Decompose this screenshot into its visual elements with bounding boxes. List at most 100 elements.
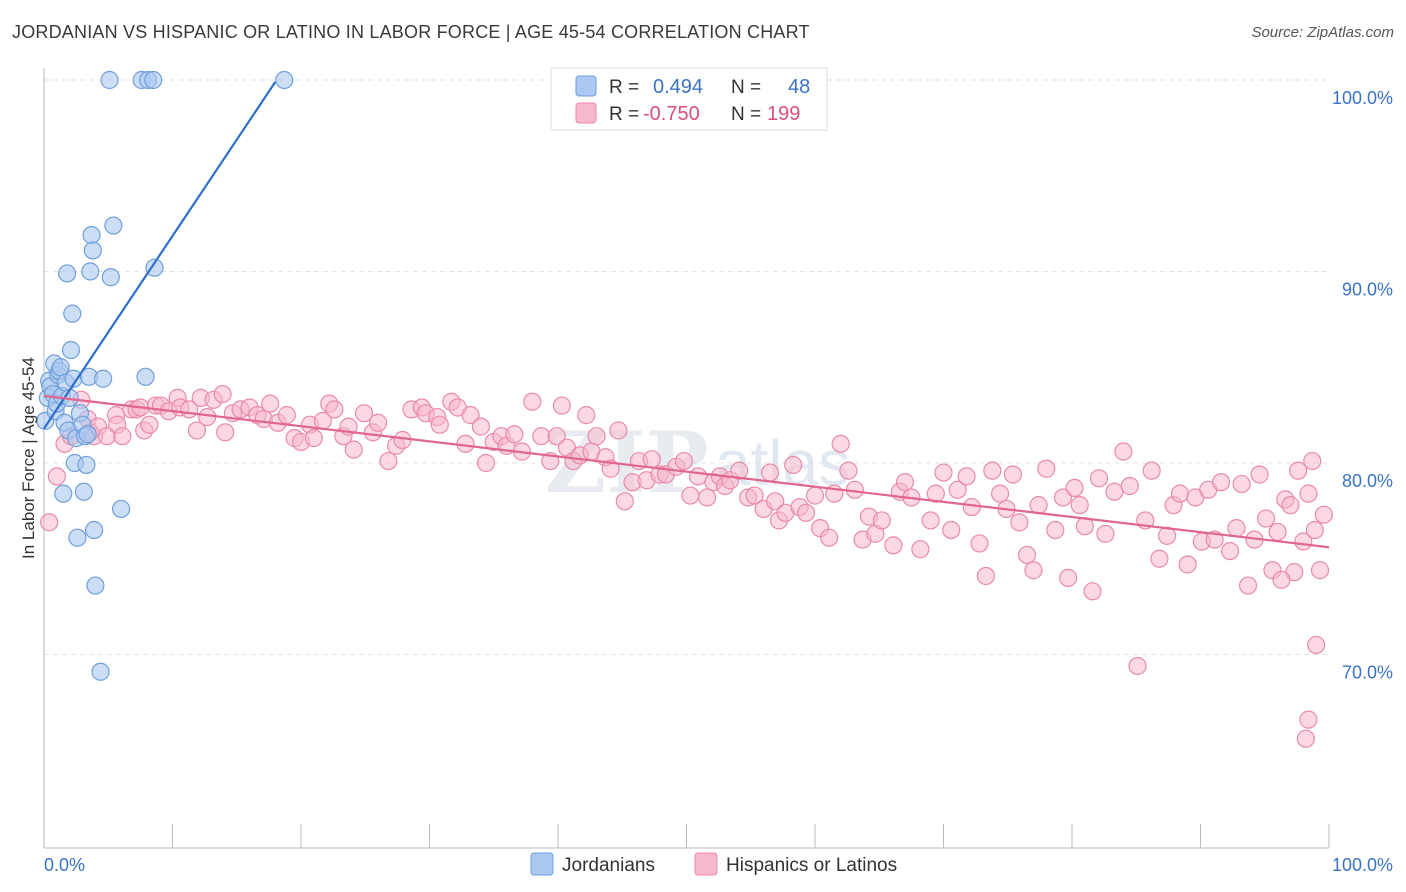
point-hispanics: [839, 461, 858, 480]
point-jordanians: [94, 369, 113, 388]
point-hispanics: [379, 451, 398, 471]
point-hispanics: [577, 406, 596, 425]
point-jordanians: [85, 520, 104, 540]
point-hispanics: [47, 467, 66, 486]
x-tick-labels: 0.0% 100.0%: [44, 855, 1393, 875]
point-hispanics: [1070, 496, 1089, 515]
point-hispanics: [1046, 520, 1065, 540]
chart-title: JORDANIAN VS HISPANIC OR LATINO IN LABOR…: [12, 22, 810, 42]
point-jordanians: [144, 70, 163, 90]
point-hispanics: [697, 488, 717, 507]
bottom-legend: Jordanians Hispanics or Latinos: [530, 852, 897, 876]
point-hispanics: [277, 406, 296, 425]
point-hispanics: [1170, 484, 1190, 503]
point-hispanics: [1120, 476, 1139, 496]
point-hispanics: [1268, 522, 1287, 542]
axes: [43, 68, 1330, 849]
point-hispanics: [1114, 442, 1133, 461]
point-jordanians: [78, 425, 97, 444]
point-jordanians: [77, 455, 96, 475]
point-hispanics: [1017, 545, 1037, 565]
point-hispanics: [1096, 524, 1115, 543]
point-hispanics: [1128, 656, 1147, 676]
point-hispanics: [831, 434, 850, 453]
point-hispanics: [942, 520, 961, 540]
point-jordanians: [136, 367, 155, 386]
point-hispanics: [261, 394, 280, 413]
point-hispanics: [547, 427, 566, 446]
point-hispanics: [587, 427, 606, 446]
point-hispanics: [962, 497, 981, 517]
point-hispanics: [1250, 465, 1269, 484]
point-hispanics: [1299, 484, 1318, 503]
point-hispanics: [609, 421, 628, 440]
point-hispanics: [642, 450, 661, 469]
point-hispanics: [911, 540, 930, 559]
point-hispanics: [1024, 561, 1043, 580]
series-hispanics-points: [40, 384, 1333, 748]
y-tick-label: 90.0%: [1342, 280, 1393, 300]
point-jordanians: [111, 499, 131, 519]
bottom-legend-swatch-hispanics: [694, 852, 718, 876]
point-hispanics: [681, 486, 700, 505]
point-hispanics: [430, 415, 449, 434]
point-hispanics: [1178, 555, 1197, 574]
point-jordanians: [82, 226, 101, 245]
point-hispanics: [304, 429, 323, 448]
point-hispanics: [760, 463, 780, 482]
point-jordanians: [61, 340, 81, 360]
y-axis-label: In Labor Force | Age 45-54: [19, 357, 38, 559]
source-label: Source: ZipAtlas.com: [1251, 24, 1394, 41]
point-hispanics: [884, 536, 903, 555]
point-hispanics: [505, 425, 524, 444]
point-hispanics: [476, 453, 496, 473]
point-hispanics: [926, 484, 945, 503]
trend-line-jordanians: [43, 81, 277, 430]
legend: R = 0.494 N = 48 R = -0.750 N = 199: [550, 67, 828, 131]
point-jordanians: [63, 304, 82, 323]
point-hispanics: [1303, 451, 1322, 471]
y-tick-labels: 70.0% 80.0% 90.0% 100.0%: [1332, 88, 1393, 683]
y-tick-label: 80.0%: [1342, 471, 1393, 491]
point-hispanics: [796, 503, 816, 522]
point-hispanics: [688, 467, 708, 486]
point-jordanians: [68, 528, 87, 547]
point-hispanics: [1220, 541, 1240, 561]
point-hispanics: [1059, 568, 1078, 588]
point-hispanics: [1310, 561, 1330, 580]
point-hispanics: [393, 430, 412, 450]
point-hispanics: [461, 406, 480, 425]
bottom-legend-swatch-jordanians: [530, 852, 554, 876]
point-hispanics: [140, 415, 159, 434]
point-hispanics: [872, 511, 891, 530]
point-jordanians: [100, 70, 119, 90]
point-hispanics: [354, 404, 374, 423]
point-hispanics: [532, 427, 551, 446]
point-hispanics: [213, 384, 232, 404]
point-hispanics: [1281, 496, 1300, 515]
point-hispanics: [1272, 570, 1291, 589]
point-hispanics: [730, 461, 749, 480]
bottom-legend-label-jordanians: Jordanians: [562, 855, 655, 876]
point-hispanics: [615, 492, 634, 511]
point-hispanics: [601, 459, 620, 478]
trend-line-hispanics: [43, 394, 1330, 549]
legend-r-value: 0.494: [653, 76, 703, 98]
point-jordanians: [83, 241, 102, 260]
point-hispanics: [113, 427, 132, 446]
legend-n-value: 48: [788, 76, 810, 98]
legend-swatch-hispanics: [575, 102, 597, 124]
point-jordanians: [104, 216, 123, 235]
point-hispanics: [990, 484, 1010, 503]
point-hispanics: [674, 451, 694, 471]
point-hispanics: [1142, 461, 1161, 480]
point-hispanics: [1232, 474, 1251, 494]
point-hispanics: [369, 413, 388, 432]
point-hispanics: [1089, 469, 1109, 488]
point-hispanics: [1314, 505, 1333, 524]
point-hispanics: [40, 513, 59, 532]
point-hispanics: [934, 463, 953, 482]
point-hispanics: [805, 486, 825, 505]
y-tick-label: 100.0%: [1332, 88, 1393, 108]
